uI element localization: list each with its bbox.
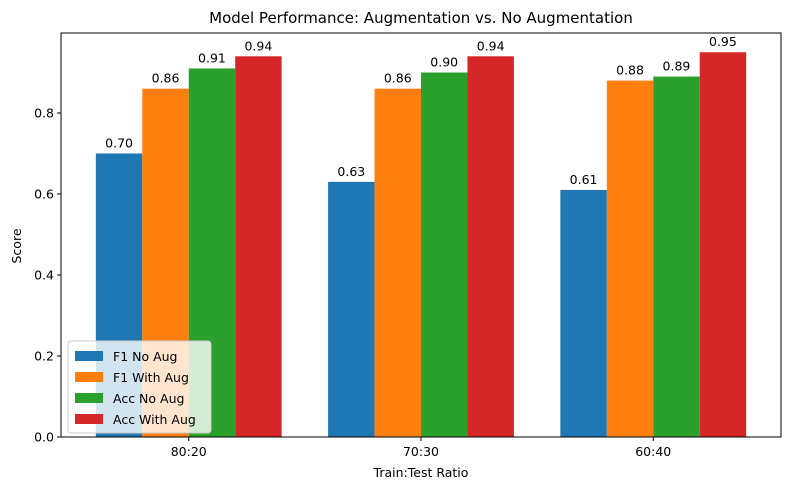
y-tick-label: 0.2 <box>34 348 54 363</box>
bar-f1-with-aug-70-30 <box>374 88 421 438</box>
bar-value-label: 0.86 <box>384 71 412 86</box>
bar-value-label: 0.63 <box>337 164 365 179</box>
bar-acc-no-aug-60-40 <box>653 76 700 437</box>
bar-value-label: 0.94 <box>244 38 272 53</box>
bar-value-label: 0.61 <box>570 172 598 187</box>
x-tick-label: 70:30 <box>403 444 439 459</box>
legend-entry: F1 With Aug <box>113 370 189 385</box>
y-axis-label: Score <box>9 228 24 263</box>
bar-value-label: 0.70 <box>105 135 133 150</box>
legend-entry: F1 No Aug <box>113 349 178 364</box>
x-axis-label: Train:Test Ratio <box>373 465 469 480</box>
y-axis: 0.0 0.2 0.4 0.6 0.8 <box>34 105 61 445</box>
chart-title: Model Performance: Augmentation vs. No A… <box>209 9 633 27</box>
legend-entry: Acc With Aug <box>113 412 196 427</box>
legend-swatch <box>75 393 103 403</box>
bar-acc-no-aug-70-30 <box>421 72 468 438</box>
legend-swatch <box>75 414 103 424</box>
bar-value-label: 0.86 <box>152 71 180 86</box>
y-tick-label: 0.8 <box>34 105 54 120</box>
bar-value-label: 0.94 <box>477 38 505 53</box>
x-tick-label: 60:40 <box>635 444 671 459</box>
bar-acc-with-aug-60-40 <box>699 52 747 437</box>
bar-value-label: 0.95 <box>709 34 737 49</box>
legend-swatch <box>75 372 103 382</box>
bar-f1-with-aug-60-40 <box>606 80 654 437</box>
legend-swatch <box>75 351 103 361</box>
x-axis: 80:20 70:30 60:40 <box>171 437 671 459</box>
bar-f1-no-aug-70-30 <box>328 181 375 437</box>
legend-entry: Acc No Aug <box>113 391 184 406</box>
y-tick-label: 0.4 <box>34 267 54 282</box>
y-tick-label: 0.6 <box>34 186 54 201</box>
bar-value-label: 0.90 <box>430 54 458 69</box>
bar-value-label: 0.89 <box>663 59 691 74</box>
bar-acc-with-aug-80-20 <box>235 56 282 438</box>
bar-value-label: 0.91 <box>198 50 226 65</box>
y-tick-label: 0.0 <box>34 430 54 445</box>
bar-value-label: 0.88 <box>616 63 644 78</box>
bar-acc-with-aug-70-30 <box>467 56 514 438</box>
legend: F1 No Aug F1 With Aug Acc No Aug Acc With A… <box>67 340 212 434</box>
bar-f1-no-aug-60-40 <box>560 189 607 437</box>
x-tick-label: 80:20 <box>171 444 207 459</box>
legend-box <box>67 340 212 434</box>
